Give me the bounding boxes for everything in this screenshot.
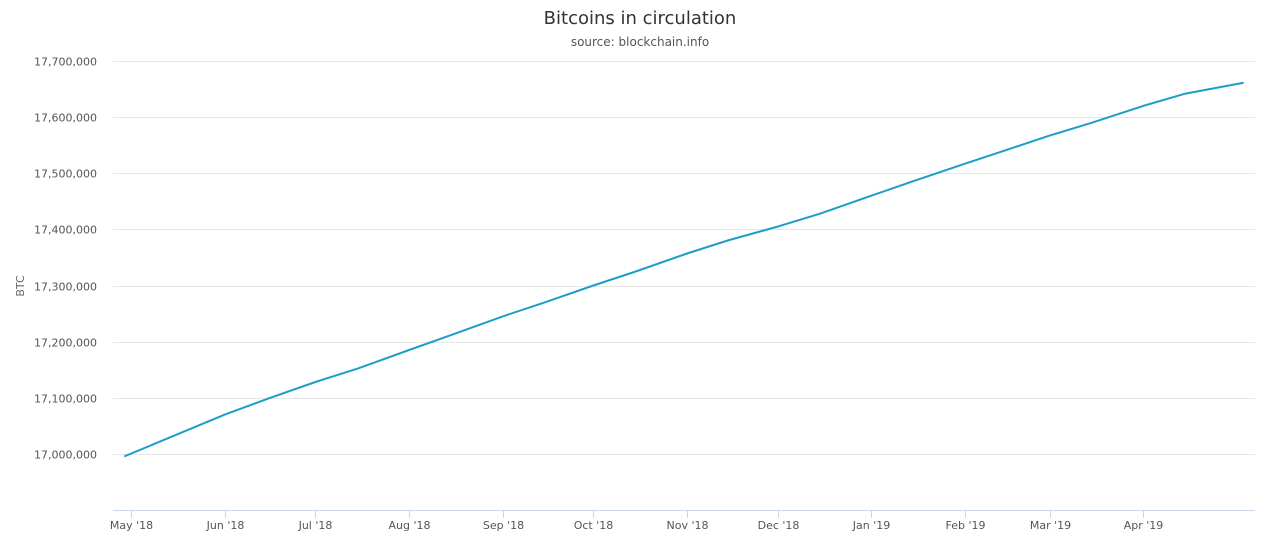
x-tick-label: Nov '18 [667,519,709,532]
y-tick-label: 17,700,000 [34,56,97,69]
y-tick-label: 17,000,000 [34,449,97,462]
y-tick-label: 17,600,000 [34,112,97,125]
x-tick-label: Aug '18 [389,519,431,532]
x-tick-label: Jun '18 [206,519,245,532]
x-tick-label: Oct '18 [574,519,614,532]
chart-title: Bitcoins in circulation [544,8,737,29]
x-tick-label: Jan '19 [852,519,890,532]
y-axis-ticks: 17,000,000 17,100,000 17,200,000 17,300,000… [34,56,97,462]
series-line-0 [124,81,1244,458]
series-layer [124,81,1244,458]
y-tick-label: 17,100,000 [34,393,97,406]
x-tick-label: Dec '18 [758,519,800,532]
x-tick-label: May '18 [110,519,153,532]
x-tick-label: Mar '19 [1030,519,1071,532]
x-tick-label: Jul '18 [298,519,333,532]
y-tick-label: 17,300,000 [34,281,97,294]
gridlines [113,61,1255,455]
y-tick-label: 17,500,000 [34,168,97,181]
x-axis: May '18 Jun '18 Jul '18 Aug '18 Sep '18 Oct '… [110,510,1255,532]
x-tick-label: Feb '19 [946,519,986,532]
y-axis-label: BTC [14,275,27,297]
y-tick-label: 17,200,000 [34,337,97,350]
x-tick-label: Apr '19 [1124,519,1164,532]
x-tick-label: Sep '18 [483,519,524,532]
chart-subtitle: source: blockchain.info [571,35,709,49]
y-tick-label: 17,400,000 [34,224,97,237]
